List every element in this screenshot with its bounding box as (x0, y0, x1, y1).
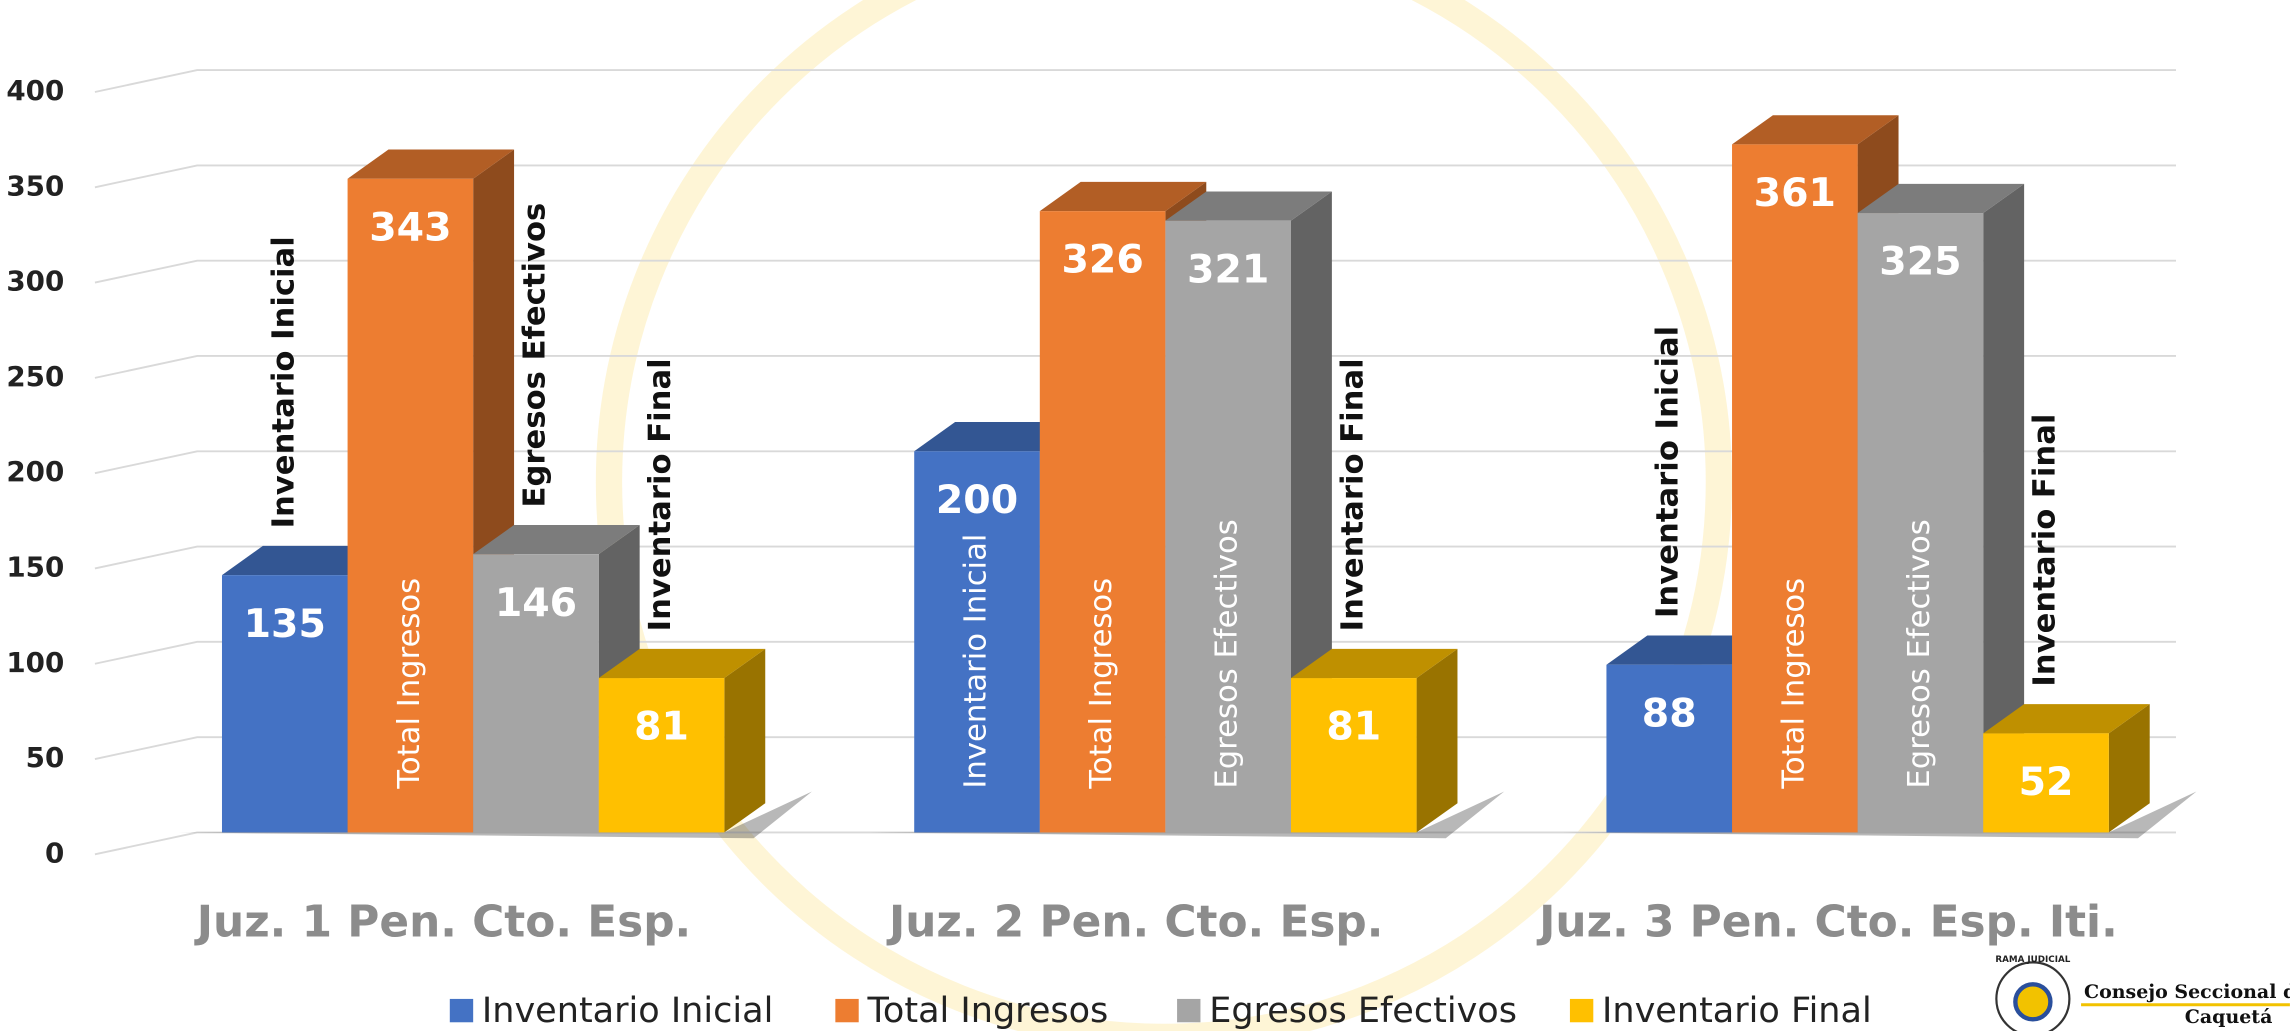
plot: 0 50 100 150 200 250 300 350 400 135 Inventario In… (6, 0, 2290, 1031)
grid-line (94, 831, 2176, 856)
legend-label: Inventario Final (1602, 990, 1872, 1031)
x-tick-label: Juz. 1 Pen. Cto. Esp. (194, 896, 691, 947)
logo-seal-inner (2013, 982, 2053, 1022)
value-label: 343 (369, 204, 451, 250)
bar (598, 678, 725, 833)
bar-side (1416, 648, 1458, 833)
series-name-label: Inventario Final (2028, 414, 2063, 687)
x-tick-label: Juz. 3 Pen. Cto. Esp. Iti. (1536, 896, 2118, 947)
legend-swatch (1569, 998, 1594, 1023)
legend-swatch (1177, 998, 1201, 1023)
bar-side (2108, 704, 2150, 833)
y-tick-label: 100 (6, 646, 64, 679)
grid-line (94, 450, 2176, 475)
bar (347, 178, 474, 833)
bar-top (1165, 191, 1332, 221)
bar-side (724, 648, 766, 833)
y-tick-label: 400 (6, 74, 64, 107)
series-name-label: Inventario Inicial (959, 534, 994, 789)
y-tick-label: 150 (6, 550, 64, 583)
y-tick-label: 300 (6, 265, 64, 298)
bar-top (1983, 704, 2150, 734)
legend-label: Inventario Inicial (482, 990, 773, 1031)
value-label: 361 (1754, 170, 1836, 216)
series-name-label: Total Ingresos (392, 578, 427, 790)
value-label: 146 (495, 580, 577, 626)
bar-top (1290, 648, 1458, 679)
series-name-label: Inventario Inicial (266, 236, 301, 528)
bar (1039, 211, 1166, 833)
series-name-label: Egresos Efectivos (517, 203, 552, 508)
bar (1732, 144, 1858, 833)
series-name-label: Egresos Efectivos (1902, 519, 1937, 788)
bar (1290, 678, 1417, 833)
bar-top (1606, 635, 1773, 665)
bar-top (473, 524, 640, 555)
bar-top (598, 648, 766, 679)
bar-top (1039, 181, 1207, 212)
grid-line (94, 69, 2176, 93)
x-tick-label: Juz. 2 Pen. Cto. Esp. (886, 896, 1383, 947)
legend-swatch (835, 998, 859, 1023)
bar-side (1983, 183, 2025, 833)
legend-label: Egresos Efectivos (1209, 990, 1517, 1031)
logo-top: RAMA JUDICIAL (1995, 955, 2070, 965)
grid-line (94, 545, 2176, 570)
bar-shadow (870, 791, 1505, 839)
y-tick-label: 0 (45, 836, 64, 869)
bar (473, 554, 599, 833)
legend-label: Total Ingresos (866, 990, 1108, 1031)
bar (221, 575, 348, 833)
bar-top (221, 545, 389, 576)
series-name-label: Total Ingresos (1776, 578, 1811, 790)
grid-line (94, 640, 2176, 665)
grid-line (94, 355, 2176, 379)
bar-shadow (178, 791, 812, 839)
series-name-label: Egresos Efectivos (1210, 519, 1245, 788)
grid-line (94, 736, 2176, 760)
value-label: 326 (1061, 237, 1143, 283)
bar-top (1732, 115, 1899, 145)
value-label: 81 (1326, 704, 1381, 750)
series-name-label: Inventario Final (643, 358, 678, 631)
value-label: 321 (1187, 246, 1269, 292)
watermark (596, 0, 1732, 1031)
y-tick-label: 50 (26, 741, 65, 774)
y-tick-label: 350 (6, 169, 64, 202)
value-label: 88 (1642, 690, 1697, 736)
y-tick-label: 250 (6, 360, 64, 393)
value-label: 81 (634, 704, 689, 750)
grid-line (94, 259, 2176, 284)
grid-line (94, 164, 2176, 189)
y-tick-label: 200 (6, 455, 64, 488)
bar (1165, 220, 1291, 833)
bar (1857, 213, 1984, 833)
bar-shadow (1562, 791, 2197, 839)
logo-line1: Consejo Seccional de (2084, 981, 2290, 1003)
series-name-label: Inventario Final (1335, 358, 1370, 631)
value-label: 52 (2019, 759, 2074, 805)
bar-top (914, 422, 1081, 452)
logo-line2: Caquetá (2185, 1006, 2273, 1028)
bar-top (1857, 183, 2025, 214)
value-label: 325 (1879, 239, 1961, 285)
legend-swatch (449, 998, 474, 1023)
bar (1606, 664, 1733, 833)
series-name-label: Total Ingresos (1084, 578, 1119, 790)
series-name-label: Inventario Inicial (1651, 326, 1686, 618)
bar (914, 451, 1040, 833)
bar-top (347, 149, 515, 179)
value-label: 135 (244, 601, 326, 647)
bar (1983, 733, 2109, 833)
value-label: 200 (936, 477, 1018, 523)
